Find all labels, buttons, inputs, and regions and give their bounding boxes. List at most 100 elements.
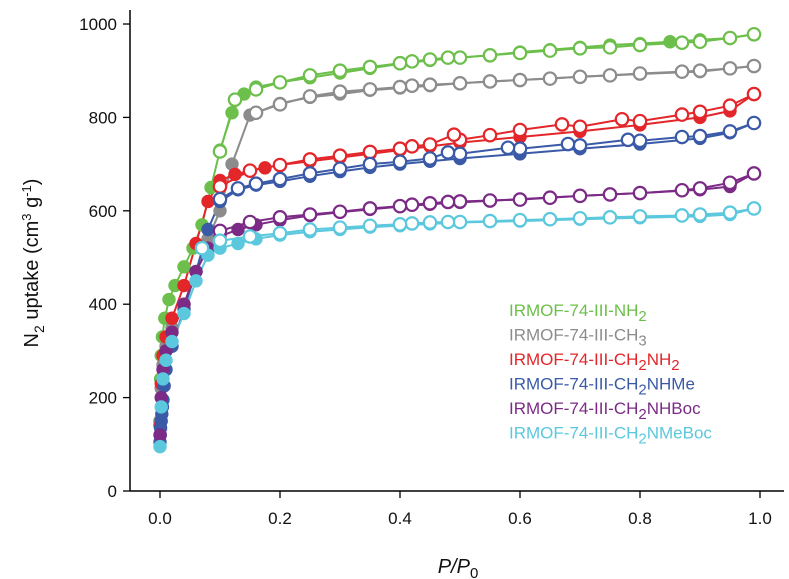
y-axis-title: N2 uptake (cm3 g-1) xyxy=(19,179,47,348)
desorption-point xyxy=(332,63,348,79)
desorption-point xyxy=(722,175,738,191)
desorption-point xyxy=(746,166,762,181)
desorption-point xyxy=(542,190,558,206)
desorption-point xyxy=(632,37,648,53)
desorption-point xyxy=(422,52,438,67)
desorption-point xyxy=(572,210,588,226)
plot-markers xyxy=(153,26,762,454)
desorption-point xyxy=(692,128,708,144)
x-tick-label: 0.2 xyxy=(268,509,292,528)
desorption-point xyxy=(632,209,648,224)
desorption-point xyxy=(602,68,618,83)
y-tick-label: 0 xyxy=(108,482,117,501)
desorption-point xyxy=(422,151,438,166)
desorption-point xyxy=(482,127,498,143)
desorption-point xyxy=(560,136,576,152)
desorption-point xyxy=(248,176,264,192)
y-tick-label: 400 xyxy=(89,295,117,314)
desorption-point xyxy=(302,89,318,104)
x-tick-label: 0.0 xyxy=(148,509,172,528)
desorption-point xyxy=(746,201,762,216)
desorption-point xyxy=(512,141,528,156)
desorption-point xyxy=(302,68,318,83)
adsorption-point xyxy=(153,428,167,442)
desorption-point xyxy=(482,213,498,229)
desorption-point xyxy=(482,47,498,63)
legend-item: IRMOF-74-III-CH3 xyxy=(509,326,647,350)
desorption-point xyxy=(722,205,738,220)
x-tick-label: 0.4 xyxy=(388,509,412,528)
adsorption-point xyxy=(154,400,168,414)
desorption-point xyxy=(620,132,636,148)
x-tick-label: 0.6 xyxy=(508,509,532,528)
desorption-point xyxy=(572,69,588,85)
adsorption-point xyxy=(231,236,245,251)
desorption-point xyxy=(272,225,288,241)
x-tick-label: 0.8 xyxy=(628,509,652,528)
legend-item: IRMOF-74-III-NH2 xyxy=(509,301,647,325)
adsorption-point xyxy=(177,306,191,321)
desorption-point xyxy=(674,64,690,79)
desorption-point xyxy=(272,157,288,173)
y-tick-label: 600 xyxy=(89,202,117,221)
adsorption-point xyxy=(162,292,176,307)
desorption-point xyxy=(440,145,456,160)
desorption-point xyxy=(572,119,588,135)
desorption-point xyxy=(332,204,348,220)
desorption-point xyxy=(362,201,378,216)
y-tick-labels: 0 200 400 600 800 1000 xyxy=(79,15,117,501)
desorption-point xyxy=(692,104,708,120)
desorption-point xyxy=(722,124,738,139)
desorption-point xyxy=(242,214,258,230)
desorption-point xyxy=(404,197,420,213)
desorption-point xyxy=(572,188,588,204)
desorption-point xyxy=(692,207,708,222)
desorption-point xyxy=(404,78,420,93)
desorption-point xyxy=(392,154,408,170)
desorption-point xyxy=(242,229,258,244)
desorption-point xyxy=(746,86,762,102)
desorption-point xyxy=(362,59,378,75)
desorption-point xyxy=(542,71,558,86)
desorption-point xyxy=(722,61,738,76)
desorption-point xyxy=(332,220,348,235)
desorption-point xyxy=(212,233,228,248)
desorption-point xyxy=(248,105,264,121)
desorption-point xyxy=(602,40,618,55)
desorption-point xyxy=(422,215,438,230)
desorption-point xyxy=(392,217,408,232)
desorption-point xyxy=(452,214,468,230)
adsorption-point xyxy=(231,222,245,237)
axes xyxy=(123,10,784,498)
legend-item: IRMOF-74-III-CH2NMeBoc xyxy=(509,424,712,448)
adsorption-point xyxy=(258,161,272,175)
desorption-point xyxy=(362,156,378,172)
y-tick-label: 800 xyxy=(89,108,117,127)
desorption-point xyxy=(674,107,690,122)
desorption-point xyxy=(302,152,318,167)
desorption-point xyxy=(632,66,648,81)
desorption-point xyxy=(332,84,348,100)
adsorption-point xyxy=(165,311,179,325)
desorption-point xyxy=(452,146,468,162)
desorption-point xyxy=(542,211,558,227)
desorption-point xyxy=(692,34,708,50)
desorption-point xyxy=(602,187,618,202)
desorption-point xyxy=(554,117,570,132)
desorption-point xyxy=(362,218,378,234)
desorption-point xyxy=(674,208,690,223)
desorption-point xyxy=(404,216,420,231)
desorption-point xyxy=(512,212,528,228)
desorption-point xyxy=(746,58,762,74)
desorption-point xyxy=(302,207,318,222)
adsorption-point xyxy=(201,222,215,237)
desorption-point xyxy=(440,194,456,210)
adsorption-point xyxy=(225,106,239,120)
desorption-point xyxy=(194,240,210,256)
desorption-point xyxy=(674,35,690,50)
desorption-point xyxy=(272,75,288,90)
desorption-point xyxy=(302,166,318,181)
x-axis-title: P/P0 xyxy=(438,556,479,579)
desorption-point xyxy=(212,191,228,207)
desorption-point xyxy=(572,40,588,56)
